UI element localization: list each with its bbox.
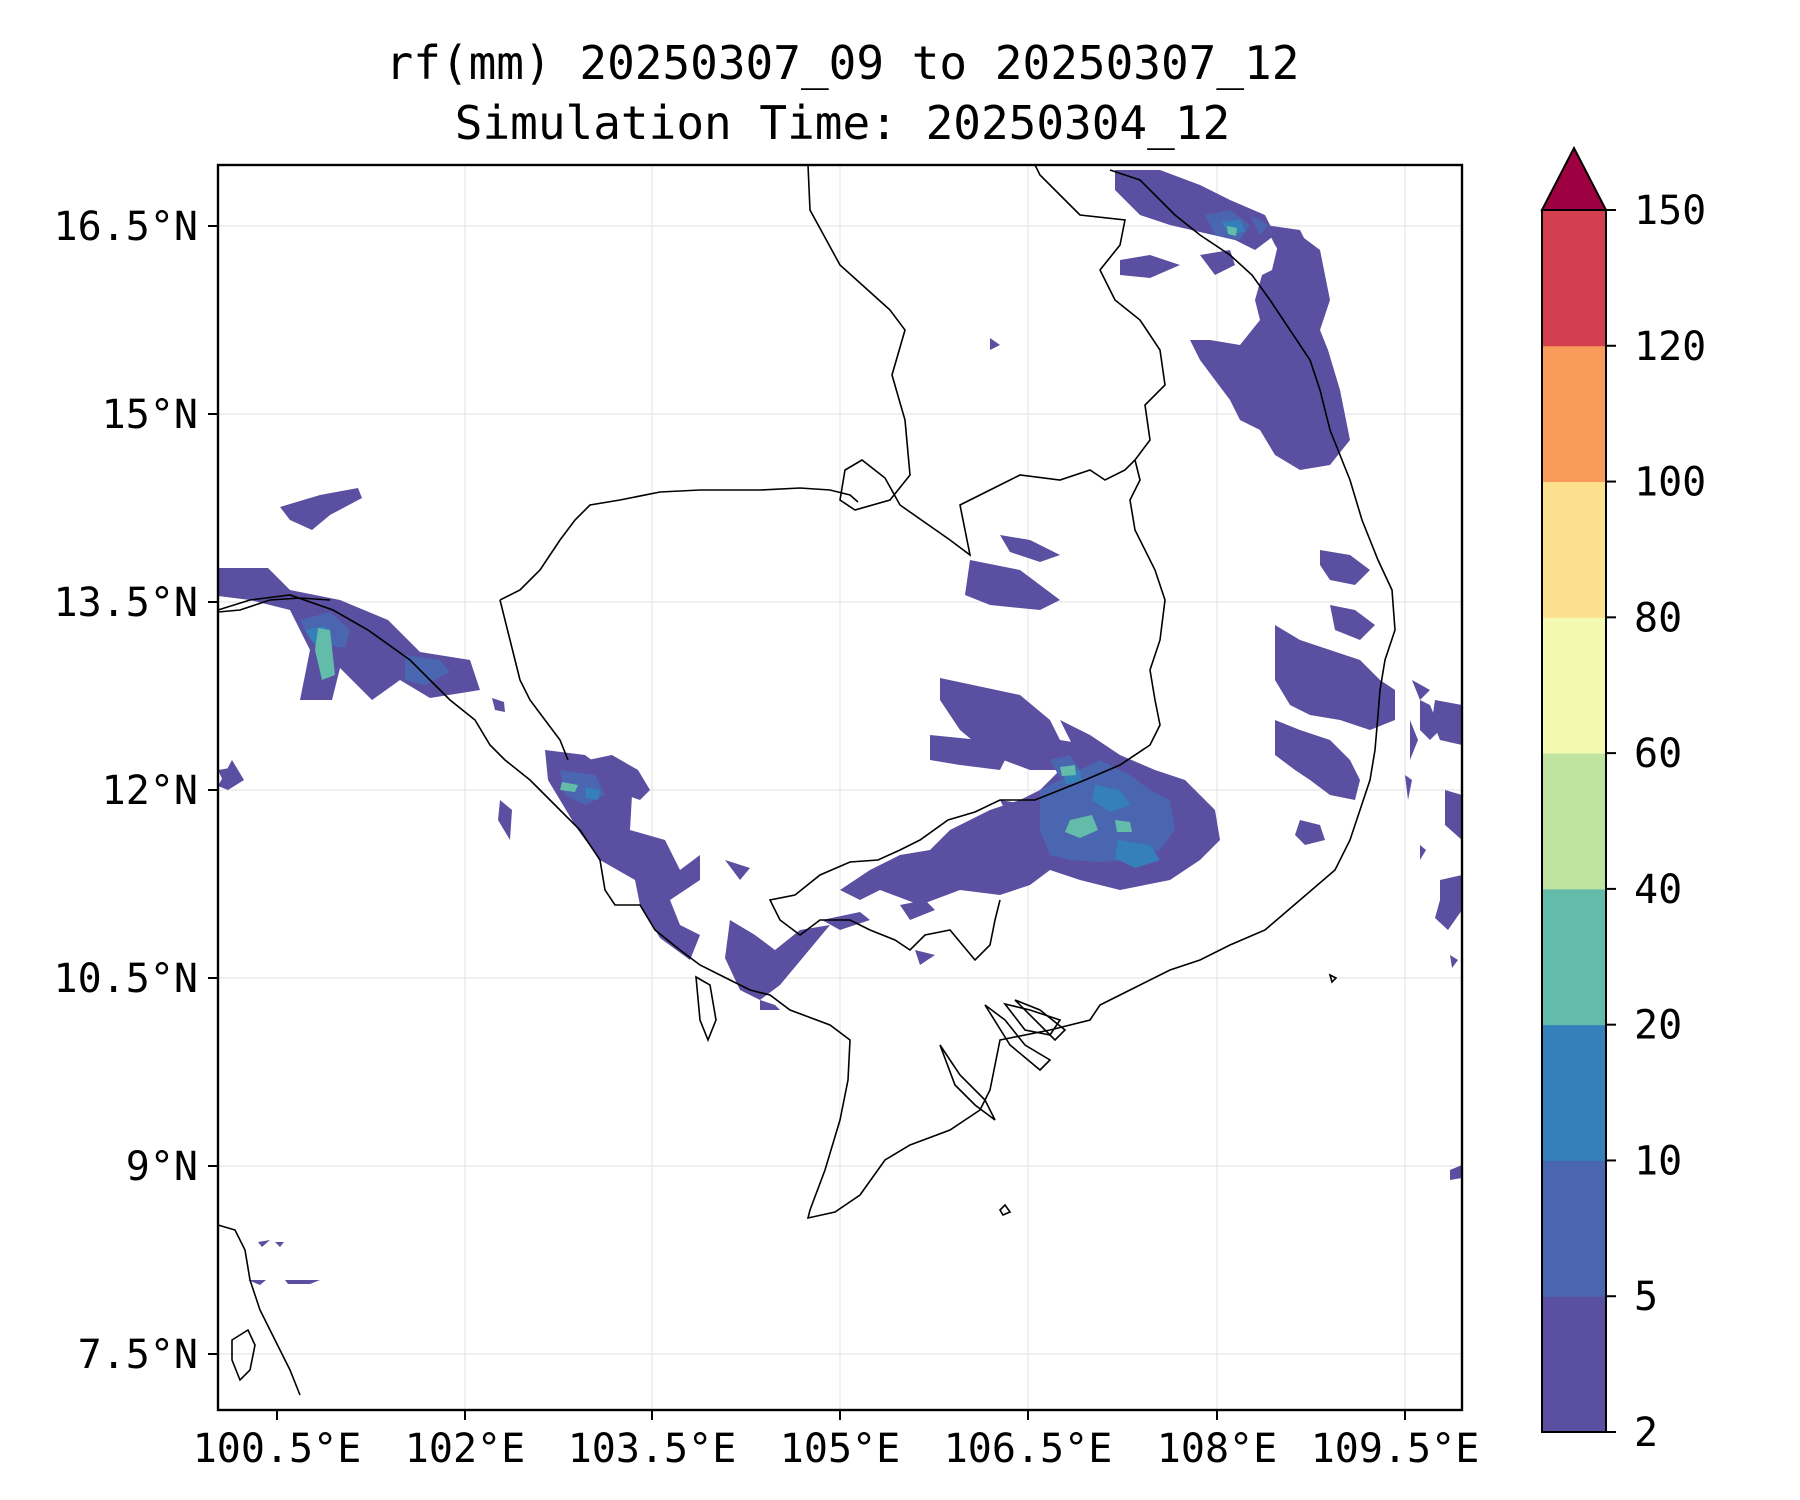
colorbar-tick-label: 150 [1634, 188, 1706, 234]
colorbar-tick-label: 80 [1634, 595, 1682, 641]
lat-tick-label: 15°N [102, 392, 198, 438]
lon-tick-label: 102°E [405, 1426, 525, 1472]
colorbar-bin [1542, 1024, 1606, 1161]
colorbar-extend-triangle [1540, 145, 1608, 211]
lat-tick-label: 12°N [102, 768, 198, 814]
colorbar-outline [1541, 209, 1607, 1433]
colorbar-tick-label: 10 [1634, 1138, 1682, 1184]
colorbar-bin [1542, 210, 1606, 347]
lon-tick-label: 106.5°E [944, 1426, 1113, 1472]
colorbar-tick-label: 40 [1634, 867, 1682, 913]
colorbar-bin [1542, 345, 1606, 483]
lat-tick-label: 16.5°N [54, 204, 199, 250]
lon-tick-label: 100.5°E [193, 1426, 362, 1472]
colorbar-tick-label: 120 [1634, 324, 1706, 370]
colorbar-bin [1542, 888, 1606, 1026]
colorbar: 2 5 10 20 40 60 80 100 120 150 [1540, 145, 1706, 1456]
lat-tick-label: 7.5°N [78, 1332, 198, 1378]
lon-tick-label: 105°E [780, 1426, 900, 1472]
axis-ticks [208, 225, 1406, 1420]
title-line-1: rf(mm) 20250307_09 to 20250307_12 [385, 36, 1300, 90]
rain-20-40mm [315, 226, 1237, 838]
colorbar-tick-label: 60 [1634, 731, 1682, 777]
colorbar-tick-label: 100 [1634, 460, 1706, 506]
colorbar-bin [1542, 617, 1606, 754]
colorbar-bin [1542, 481, 1606, 618]
lat-tick-label: 9°N [126, 1144, 198, 1190]
colorbar-tick-label: 5 [1634, 1274, 1658, 1320]
lat-tick-label: 10.5°N [54, 956, 199, 1002]
colorbar-tick-label: 2 [1634, 1410, 1658, 1456]
lat-tick-label: 13.5°N [54, 580, 199, 626]
title-line-2: Simulation Time: 20250304_12 [454, 96, 1231, 150]
coastlines-borders [217, 164, 1396, 1396]
lon-tick-label: 108°E [1157, 1426, 1277, 1472]
colorbar-bin [1542, 1160, 1606, 1297]
colorbar-bin [1542, 1296, 1606, 1433]
lon-tick-label: 103.5°E [568, 1426, 737, 1472]
rainfall-field [218, 170, 1462, 1285]
colorbar-tick-label: 20 [1634, 1003, 1682, 1049]
lon-tick-label: 109.5°E [1311, 1426, 1480, 1472]
colorbar-bin [1542, 753, 1606, 890]
